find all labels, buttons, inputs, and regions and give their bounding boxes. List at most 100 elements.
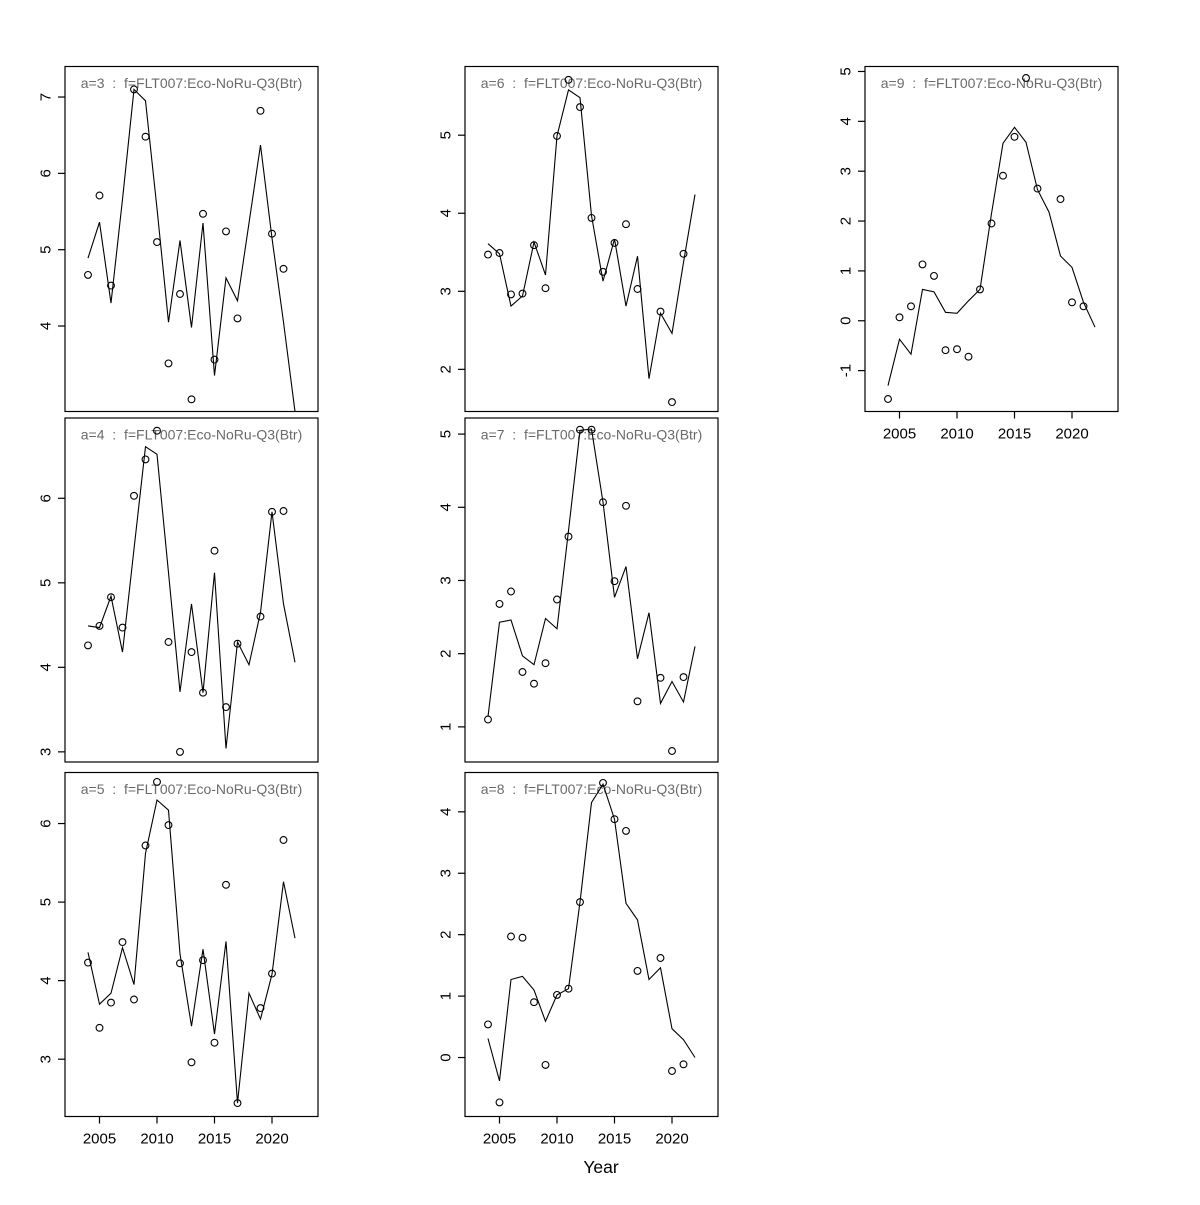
panel-box bbox=[64, 771, 319, 1118]
x-tick-label: 2015 bbox=[198, 1131, 231, 1148]
panel-a9: a=9 : f=FLT007:Eco-NoRu-Q3(Btr) -1 0 1 2 3 4 5 2… bbox=[837, 65, 1119, 443]
observation-point bbox=[1056, 195, 1065, 204]
observation-point bbox=[187, 1058, 196, 1067]
observation-point bbox=[187, 395, 196, 404]
observation-point bbox=[907, 302, 915, 311]
observation-point bbox=[107, 281, 115, 290]
observation-point bbox=[999, 171, 1007, 180]
observation-point bbox=[656, 954, 665, 962]
observation-point bbox=[895, 313, 904, 322]
observation-point bbox=[610, 577, 619, 586]
x-tick-label: 2005 bbox=[83, 1131, 116, 1148]
observation-point bbox=[987, 219, 996, 228]
observation-point bbox=[633, 285, 642, 293]
observation-point bbox=[176, 959, 184, 968]
observation-point bbox=[541, 284, 550, 293]
observation-point bbox=[576, 425, 584, 434]
observation-point bbox=[199, 209, 207, 218]
observation-point bbox=[95, 191, 104, 200]
y-tick-label: 4 bbox=[437, 808, 454, 816]
observation-point bbox=[633, 697, 642, 706]
observation-point bbox=[484, 715, 492, 724]
y-tick-label: 5 bbox=[37, 246, 54, 254]
panel-title: a=7 : f=FLT007:Eco-NoRu-Q3(Btr) bbox=[481, 427, 703, 443]
observation-point bbox=[941, 346, 950, 355]
y-tick-label: 1 bbox=[837, 267, 854, 275]
observation-point bbox=[495, 599, 504, 608]
observation-point bbox=[679, 249, 688, 258]
panel-title: a=8 : f=FLT007:Eco-NoRu-Q3(Btr) bbox=[481, 781, 703, 797]
observation-point bbox=[668, 398, 676, 407]
observation-point bbox=[495, 249, 504, 257]
y-tick-label: 3 bbox=[37, 1055, 54, 1063]
observation-point bbox=[656, 673, 665, 682]
observation-point bbox=[553, 595, 561, 604]
panel-a6: a=6 : f=FLT007:Eco-NoRu-Q3(Btr) 2 3 4 5 bbox=[437, 65, 719, 413]
y-tick-label: 4 bbox=[37, 976, 54, 984]
observation-point bbox=[622, 220, 630, 229]
y-tick-label: 3 bbox=[437, 287, 454, 295]
y-tick-label: 4 bbox=[837, 117, 854, 125]
observation-point bbox=[84, 641, 92, 650]
observation-point bbox=[233, 639, 242, 648]
x-tick-label: 2020 bbox=[655, 1131, 688, 1148]
y-tick-label: 3 bbox=[837, 167, 854, 175]
y-tick-label: 5 bbox=[437, 131, 454, 139]
observation-point bbox=[279, 507, 288, 515]
observation-point bbox=[130, 491, 138, 500]
observation-point bbox=[187, 648, 196, 657]
observation-point bbox=[518, 933, 527, 942]
panel-a4: a=4 : f=FLT007:Eco-NoRu-Q3(Btr) 3 4 5 6 bbox=[37, 417, 319, 763]
observation-point bbox=[484, 1020, 492, 1029]
observation-point bbox=[233, 314, 242, 323]
x-tick-label: 2010 bbox=[140, 1131, 173, 1148]
panel-title: a=6 : f=FLT007:Eco-NoRu-Q3(Btr) bbox=[481, 75, 703, 91]
y-tick-label: 4 bbox=[37, 322, 54, 330]
y-tick-label: 2 bbox=[437, 650, 454, 658]
observation-point bbox=[256, 106, 265, 115]
observation-point bbox=[222, 880, 230, 889]
y-tick-label: 6 bbox=[37, 494, 54, 502]
observation-point bbox=[141, 841, 150, 850]
observation-point bbox=[918, 260, 927, 269]
panels-group: a=3 : f=FLT007:Eco-NoRu-Q3(Btr) 4 5 6 7 a=4 :… bbox=[37, 65, 1119, 1148]
observation-point bbox=[199, 688, 207, 697]
y-tick-label: 2 bbox=[837, 217, 854, 225]
observation-point bbox=[576, 103, 584, 112]
x-tick-label: 2010 bbox=[540, 1131, 573, 1148]
observation-point bbox=[541, 659, 550, 668]
x-tick-label: 2005 bbox=[883, 426, 916, 443]
y-tick-label: 0 bbox=[437, 1053, 454, 1061]
x-tick-label: 2010 bbox=[940, 426, 973, 443]
fitted-line bbox=[487, 89, 696, 379]
panel-title: a=3 : f=FLT007:Eco-NoRu-Q3(Btr) bbox=[81, 75, 303, 91]
observation-point bbox=[153, 238, 161, 247]
y-tick-label: 6 bbox=[37, 819, 54, 827]
y-tick-label: 4 bbox=[437, 209, 454, 217]
observation-point bbox=[222, 227, 230, 236]
fitted-line bbox=[487, 782, 696, 1082]
observation-point bbox=[1079, 302, 1088, 311]
observation-point bbox=[279, 836, 288, 844]
observation-point bbox=[507, 290, 515, 299]
observation-point bbox=[141, 132, 150, 141]
observation-point bbox=[130, 85, 138, 94]
panel-a5: a=5 : f=FLT007:Eco-NoRu-Q3(Btr) 3 4 5 6 2005 2… bbox=[37, 771, 319, 1148]
observation-point bbox=[564, 984, 573, 993]
observation-point bbox=[1010, 132, 1019, 141]
observation-point bbox=[564, 75, 573, 84]
panel-box bbox=[64, 65, 319, 413]
y-tick-label: 3 bbox=[37, 748, 54, 756]
observation-point bbox=[164, 821, 173, 830]
observation-point bbox=[107, 593, 115, 602]
panel-title: a=5 : f=FLT007:Eco-NoRu-Q3(Btr) bbox=[81, 781, 303, 797]
observation-point bbox=[176, 747, 184, 756]
panel-box bbox=[64, 417, 319, 763]
observation-point bbox=[153, 426, 161, 435]
observation-point bbox=[679, 1060, 688, 1069]
observation-point bbox=[210, 355, 219, 364]
panel-box bbox=[864, 65, 1119, 413]
observation-point bbox=[130, 995, 138, 1004]
observation-point bbox=[668, 747, 676, 755]
y-tick-label: 5 bbox=[37, 898, 54, 906]
